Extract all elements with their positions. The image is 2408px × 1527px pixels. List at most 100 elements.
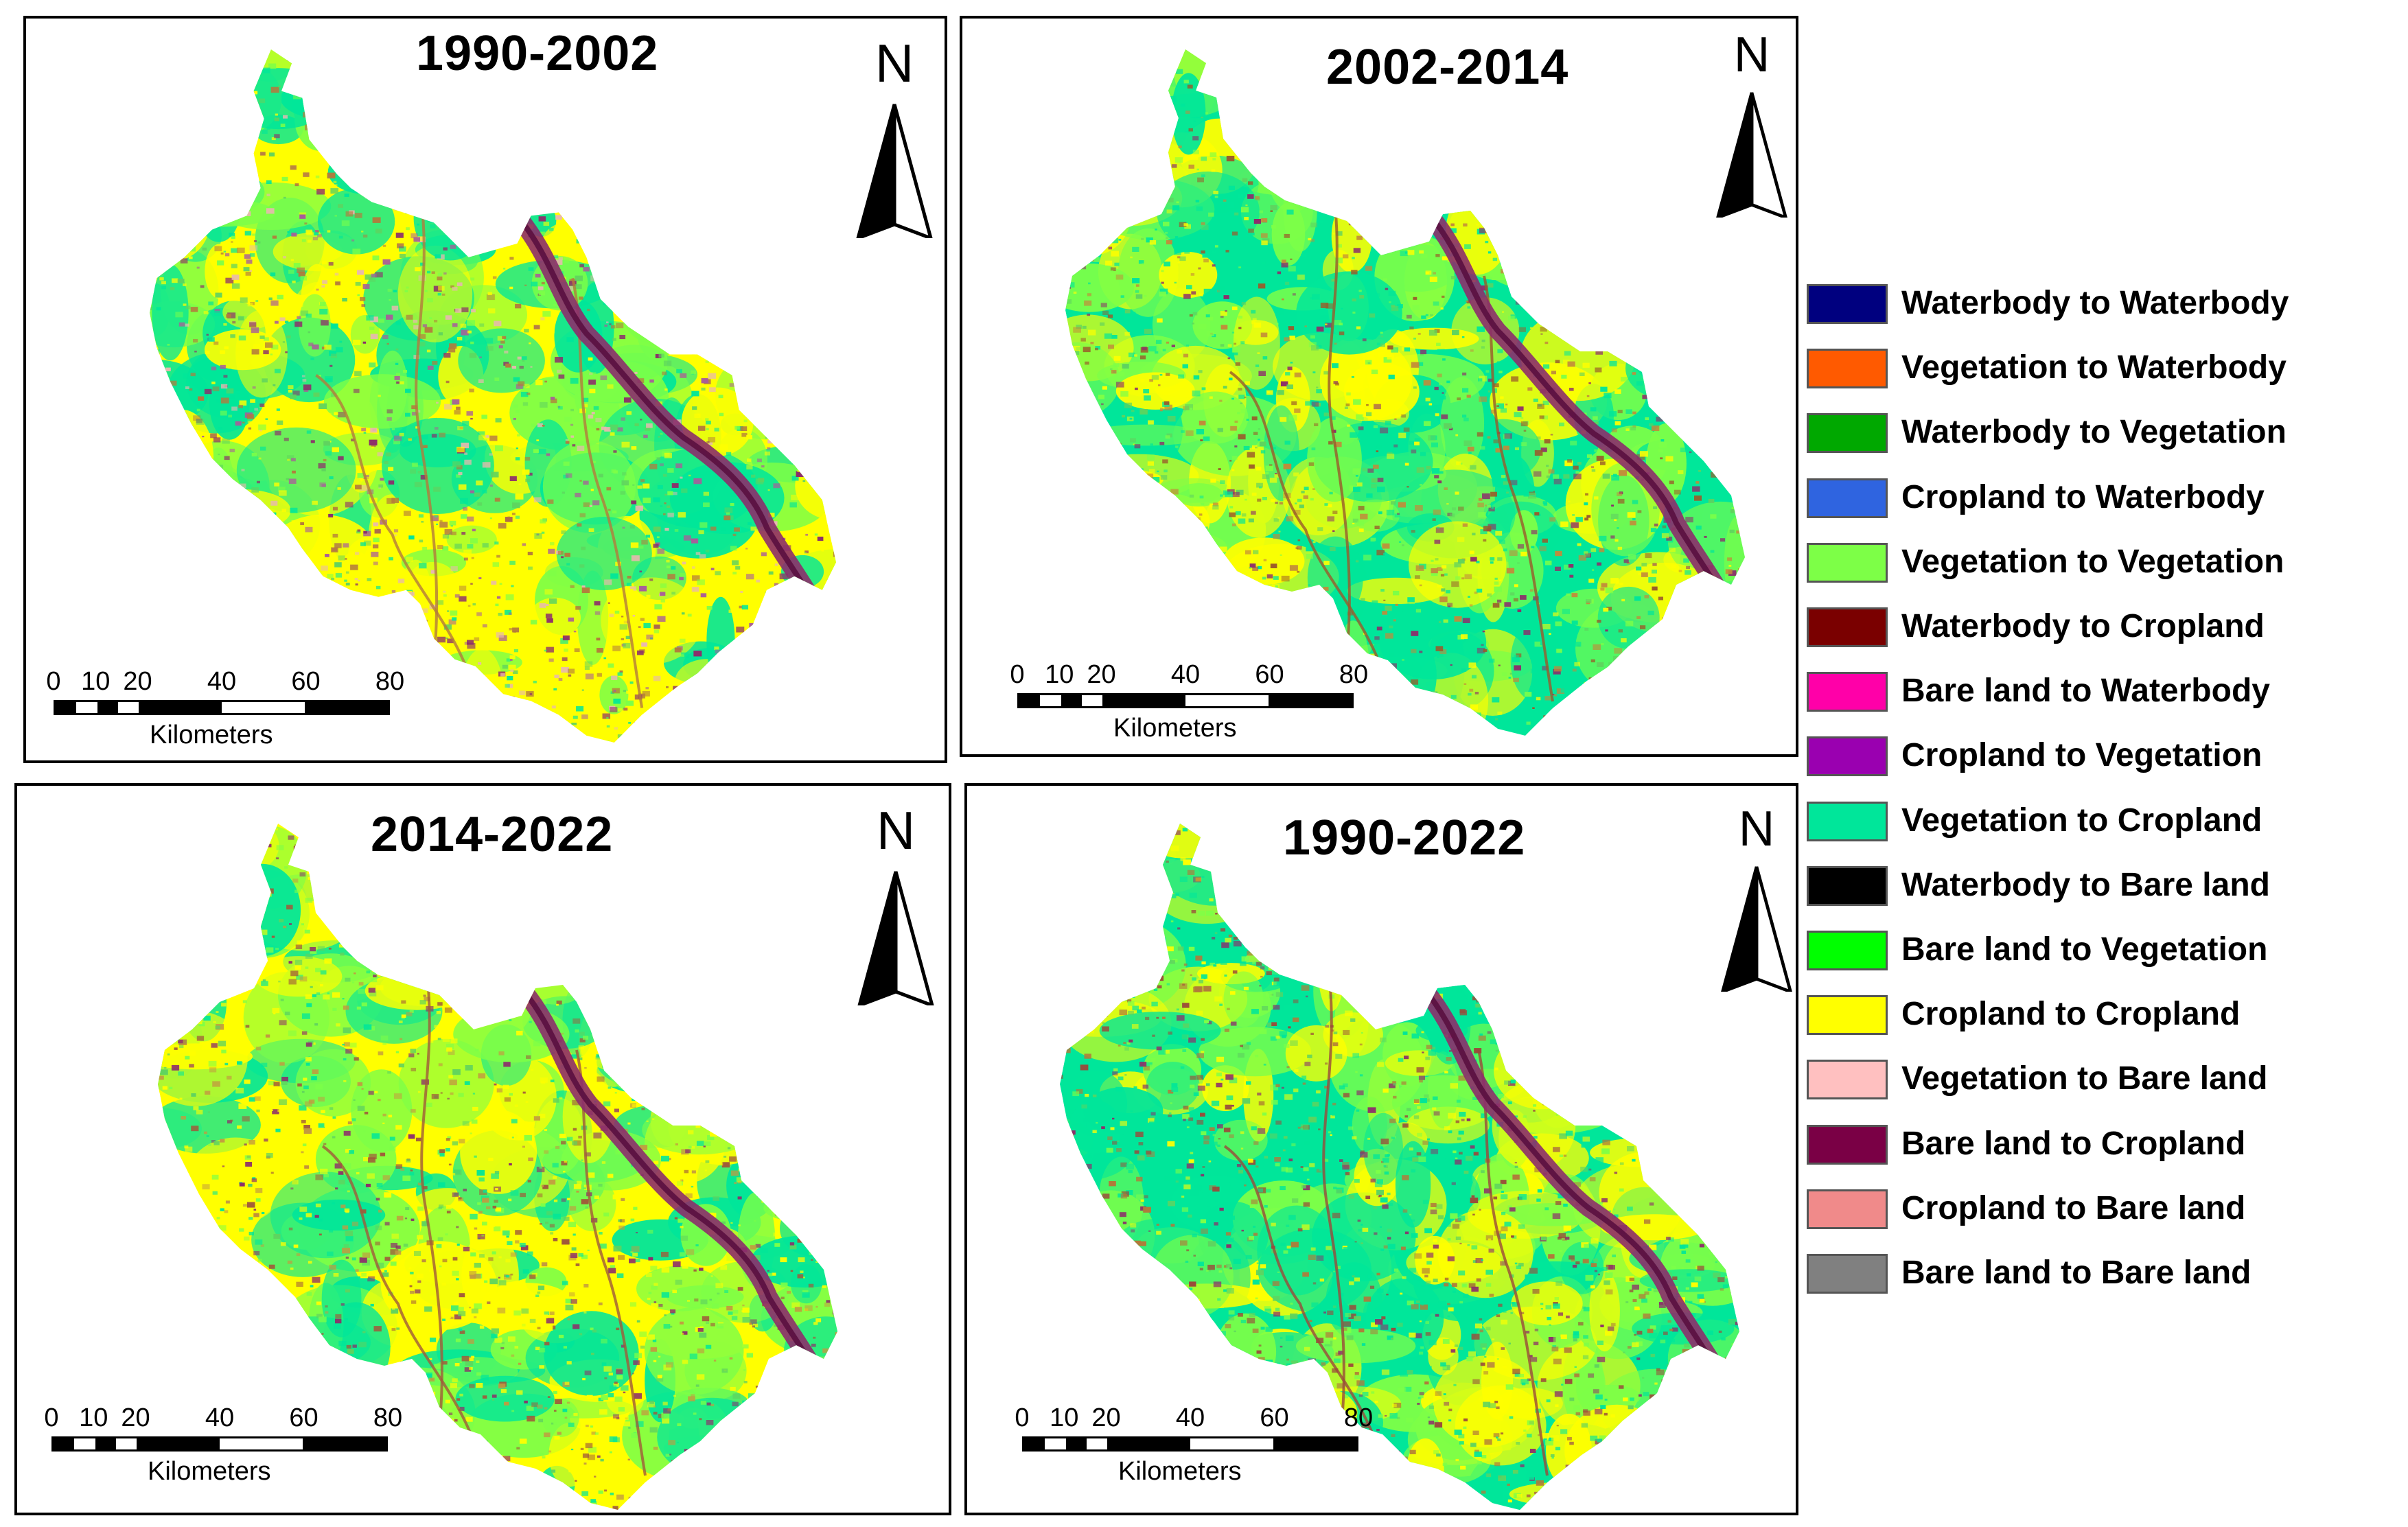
panel-title: 1990-2022 [1283,811,1526,865]
scale-tick-label: 10 [1045,660,1074,689]
north-label: N [1734,27,1770,82]
scale-tick-label: 40 [1175,1403,1205,1432]
scale-bar-segment [1045,1438,1066,1449]
scale-bar-segment [1107,1438,1190,1449]
scale-bar-segments [51,1436,388,1452]
scale-bar-segments [54,700,390,715]
scale-bar-segment [220,1438,303,1449]
change-map [150,49,836,743]
change-map [1065,49,1745,736]
legend-label: Waterbody to Bare land [1901,866,2270,903]
legend-label: Vegetation to Vegetation [1901,543,2284,580]
scale-bar-segment [76,702,97,713]
scale-tick-label: 40 [207,667,237,696]
legend-swatch [1807,931,1888,970]
legend-item: Bare land to Vegetation [1807,926,2404,975]
map-panel-2014-2022: 2014-2022 N 0 10 20 40 60 80 Kilometers [14,783,951,1515]
scale-tick-label: 60 [291,667,321,696]
scale-bar-segment [222,702,305,713]
scale-tick-label: 40 [1170,660,1201,689]
legend-swatch [1807,995,1888,1036]
scale-bar-segment [1024,1438,1045,1449]
legend-item: Cropland to Bare land [1807,1185,2404,1233]
scale-bar-segment [1065,1438,1087,1449]
scale-bar-segment [1061,695,1082,706]
legend-swatch [1807,1189,1888,1229]
scale-bar-segment [1040,695,1061,706]
legend-label: Cropland to Cropland [1901,996,2241,1033]
legend-item: Bare land to Waterbody [1807,668,2404,716]
scale-tick-label: 80 [373,1403,403,1432]
scale-bar-segment [303,1438,386,1449]
scale-bar: 0 10 20 40 60 80 Kilometers [1008,1403,1373,1493]
scale-bar: 0 10 20 40 60 80 Kilometers [1004,660,1369,749]
scale-bar-segment [117,702,139,713]
north-arrow-icon: N [1716,27,1787,218]
scale-tick-label: 80 [1339,660,1369,689]
legend-item: Waterbody to Cropland [1807,603,2404,651]
legend-swatch [1807,1254,1888,1294]
north-arrow-icon: N [1721,801,1792,992]
legend-label: Cropland to Waterbody [1901,478,2265,515]
legend-label: Bare land to Cropland [1901,1125,2246,1162]
legend-item: Vegetation to Vegetation [1807,539,2404,587]
change-map [158,824,837,1510]
legend-item: Waterbody to Bare land [1807,862,2404,910]
change-map [1060,824,1739,1510]
scale-tick-label: 20 [123,667,152,696]
legend-label: Bare land to Vegetation [1901,931,2268,968]
legend-item: Bare land to Cropland [1807,1121,2404,1169]
panel-title: 2014-2022 [371,807,614,862]
scale-bar-segment [56,702,77,713]
scale-tick-label: 10 [1050,1403,1079,1432]
scale-tick-label: 0 [1010,660,1025,689]
scale-bar-segment [1273,1438,1356,1449]
scale-bar-segment [95,1438,116,1449]
scale-tick-label: 20 [1087,660,1116,689]
legend-swatch [1807,349,1888,389]
legend-item: Vegetation to Bare land [1807,1056,2404,1104]
scale-bar: 0 10 20 40 60 80 Kilometers [40,667,404,756]
scale-bar-segment [74,1438,95,1449]
legend-swatch [1807,865,1888,906]
scale-bar-segment [305,702,388,713]
north-label: N [1739,801,1775,856]
scale-tick-label: 0 [44,1403,59,1432]
scale-tick-label: 60 [1255,660,1284,689]
scale-unit-label: Kilometers [1113,714,1237,743]
legend-item: Vegetation to Cropland [1807,797,2404,846]
legend-item: Cropland to Waterbody [1807,474,2404,522]
north-label: N [877,800,915,861]
map-panel-2002-2014: 2002-2014 N 0 10 20 40 60 80 Kilometers [960,16,1798,757]
scale-tick-label: 20 [1091,1403,1121,1432]
scale-bar-segment [1185,695,1269,706]
legend-item: Bare land to Bare land [1807,1250,2404,1298]
legend-label: Waterbody to Waterbody [1901,285,2289,321]
scale-bar-segment [1019,695,1041,706]
north-label: N [875,33,914,93]
legend-label: Vegetation to Cropland [1901,802,2262,839]
scale-bar-segment [115,1438,137,1449]
legend-item: Waterbody to Vegetation [1807,409,2404,457]
scale-unit-label: Kilometers [1118,1457,1242,1486]
legend-swatch [1807,478,1888,518]
map-panel-1990-2002: 1990-2002 N 0 10 20 40 60 80 Kilometers [23,16,947,763]
scale-tick-label: 20 [121,1403,150,1432]
legend-swatch [1807,672,1888,712]
scale-bar-segment [1081,695,1102,706]
legend-swatch [1807,284,1888,324]
north-arrow-icon: N [857,800,934,1005]
legend-item: Waterbody to Waterbody [1807,280,2404,328]
scale-bar-segment [137,1438,220,1449]
scale-tick-label: 0 [46,667,61,696]
map-panel-1990-2022: 1990-2022 N 0 10 20 40 60 80 Kilometers [964,783,1798,1515]
legend-label: Vegetation to Bare land [1901,1060,2268,1097]
scale-tick-label: 40 [205,1403,235,1432]
legend-label: Cropland to Bare land [1901,1189,2246,1226]
legend-item: Cropland to Vegetation [1807,732,2404,780]
scale-tick-label: 80 [375,667,405,696]
legend-label: Vegetation to Waterbody [1901,349,2287,386]
scale-tick-label: 10 [81,667,111,696]
scale-bar: 0 10 20 40 60 80 Kilometers [38,1403,402,1493]
scale-bar-segment [1102,695,1185,706]
